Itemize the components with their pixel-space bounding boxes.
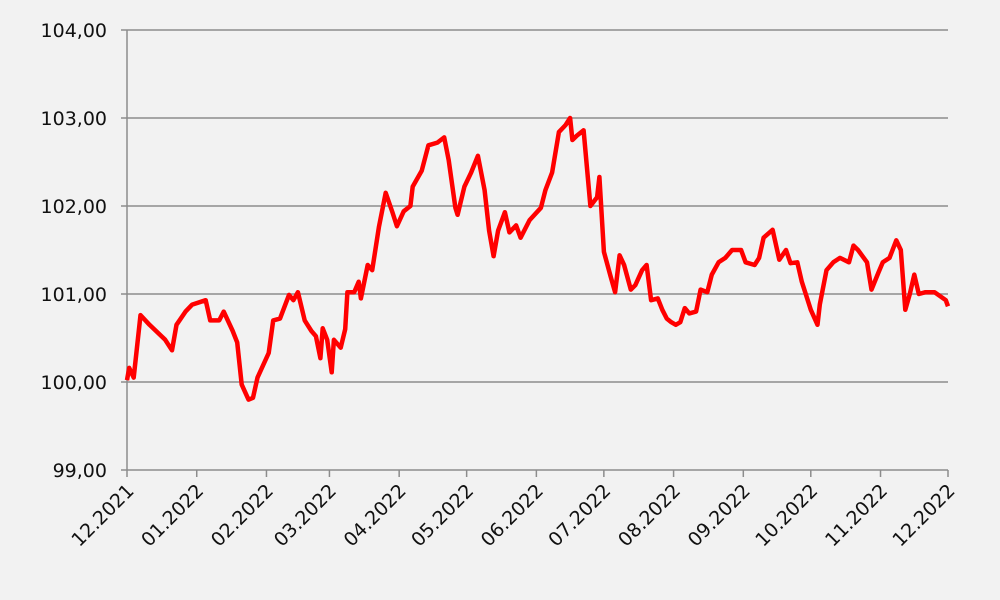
x-tick-label: 04.2022 — [340, 480, 411, 551]
x-tick-label: 05.2022 — [407, 480, 478, 551]
x-tick-label: 07.2022 — [544, 480, 615, 551]
x-tick-label: 02.2022 — [207, 480, 278, 551]
x-tick-label: 12.2021 — [67, 480, 138, 551]
y-tick-label: 100,00 — [41, 372, 107, 394]
x-tick-label: 01.2022 — [137, 480, 208, 551]
x-tick-label: 08.2022 — [614, 480, 685, 551]
x-tick-label: 06.2022 — [477, 480, 548, 551]
y-tick-label: 104,00 — [41, 20, 107, 42]
x-tick-label: 11.2022 — [821, 480, 892, 551]
y-tick-label: 99,00 — [53, 460, 107, 482]
y-tick-label: 102,00 — [41, 196, 107, 218]
x-tick-label: 12.2022 — [888, 480, 959, 551]
x-tick-label: 10.2022 — [751, 480, 822, 551]
y-tick-label: 101,00 — [41, 284, 107, 306]
line-series — [124, 115, 951, 402]
x-tick-label: 03.2022 — [270, 480, 341, 551]
y-tick-label: 103,00 — [41, 108, 107, 130]
x-tick-label: 09.2022 — [684, 480, 755, 551]
